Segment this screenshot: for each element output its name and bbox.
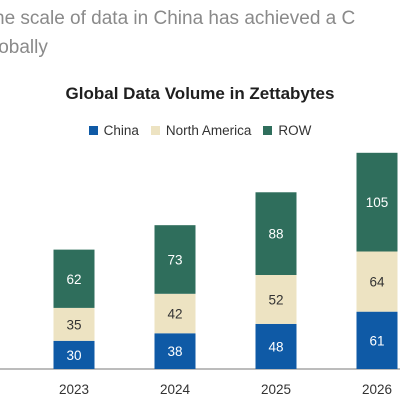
data-label-row-2023: 62 — [66, 272, 81, 287]
bar-row-2023 — [53, 249, 95, 308]
legend-item-north-america: North America — [150, 123, 252, 138]
data-label-row-2024: 73 — [167, 252, 182, 267]
legend-label-china: China — [103, 123, 139, 138]
legend-swatch-north-america — [150, 126, 160, 135]
data-label-north-america-2025: 52 — [268, 292, 283, 307]
data-label-china-2026: 61 — [369, 333, 384, 348]
headline-line-1: he scale of data in China has achieved a… — [0, 8, 356, 29]
chart-title: Global Data Volume in Zettabytes — [65, 84, 335, 103]
bar-china-2024 — [154, 333, 196, 369]
data-label-north-america-2023: 35 — [66, 317, 81, 332]
data-label-north-america-2026: 64 — [369, 275, 385, 290]
data-label-row-2026: 105 — [366, 195, 389, 210]
data-label-china-2025: 48 — [268, 339, 283, 354]
headline-line-2: lobally — [0, 37, 48, 58]
bar-china-2023 — [53, 340, 95, 369]
bar-row-2024 — [154, 225, 196, 294]
bar-north-america-2023 — [53, 307, 95, 341]
bar-china-2026 — [356, 311, 398, 369]
x-tick-label-2026: 2026 — [362, 382, 392, 397]
legend-swatch-china — [88, 126, 98, 135]
bar-row-2025 — [255, 192, 297, 275]
data-label-china-2024: 38 — [167, 344, 182, 359]
data-label-row-2025: 88 — [268, 227, 283, 242]
data-label-north-america-2024: 42 — [167, 307, 182, 322]
legend-item-china: China — [88, 123, 139, 138]
bar-north-america-2026 — [356, 251, 398, 312]
bar-row-2026 — [356, 152, 398, 252]
legend-label-row: ROW — [278, 123, 312, 138]
data-label-china-2023: 30 — [66, 348, 81, 363]
chart-legend: China North America ROW — [0, 123, 400, 138]
bar-china-2025 — [255, 323, 297, 369]
bar-north-america-2024 — [154, 293, 196, 334]
headline-text: he scale of data in China has achieved a… — [0, 4, 400, 62]
x-tick-label-2023: 2023 — [59, 382, 89, 397]
legend-label-north-america: North America — [165, 123, 252, 138]
legend-item-row: ROW — [263, 123, 311, 138]
x-tick-label-2025: 2025 — [261, 382, 291, 397]
legend-swatch-row — [263, 126, 273, 135]
bar-north-america-2025 — [255, 275, 297, 324]
x-tick-label-2024: 2024 — [160, 382, 191, 397]
